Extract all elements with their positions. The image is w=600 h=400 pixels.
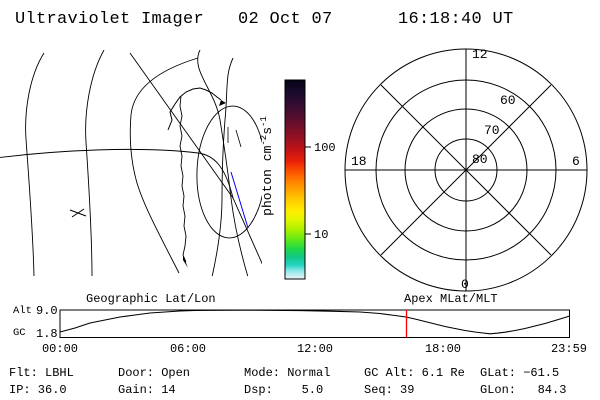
svg-text:0: 0 [461, 277, 469, 292]
svg-text:Ultraviolet Imager: Ultraviolet Imager [15, 10, 204, 29]
svg-text:Apex MLat/MLT: Apex MLat/MLT [404, 292, 498, 306]
svg-text:100: 100 [314, 141, 336, 155]
svg-text:10: 10 [314, 228, 328, 242]
svg-text:GLat: −61.5: GLat: −61.5 [480, 366, 559, 380]
svg-text:12: 12 [472, 47, 488, 62]
svg-text:9.0: 9.0 [36, 304, 58, 318]
svg-text:Flt: LBHL: Flt: LBHL [9, 366, 74, 380]
svg-text:Gain: 14: Gain: 14 [118, 383, 176, 397]
svg-text:6: 6 [572, 154, 580, 169]
svg-text:60: 60 [500, 93, 516, 108]
svg-text:GC: GC [13, 327, 26, 339]
svg-text:Dsp: 5.0: Dsp: 5.0 [244, 383, 323, 397]
svg-text:Door: Open: Door: Open [118, 366, 190, 380]
svg-text:18:00: 18:00 [425, 342, 461, 356]
svg-text:IP: 36.0: IP: 36.0 [9, 383, 67, 397]
svg-text:02 Oct 07: 02 Oct 07 [238, 10, 333, 29]
svg-text:00:00: 00:00 [42, 342, 78, 356]
svg-text:Seq: 39: Seq: 39 [364, 383, 414, 397]
svg-text:18: 18 [351, 154, 367, 169]
svg-text:Geographic Lat/Lon: Geographic Lat/Lon [86, 292, 216, 306]
svg-text:Mode: Normal: Mode: Normal [244, 366, 330, 380]
svg-text:GLon: 84.3: GLon: 84.3 [480, 383, 566, 397]
svg-text:70: 70 [484, 123, 500, 138]
svg-text:1.8: 1.8 [36, 327, 58, 341]
svg-text:GC Alt: 6.1 Re: GC Alt: 6.1 Re [364, 366, 465, 380]
svg-text:23:59: 23:59 [551, 342, 587, 356]
svg-text:photon cm-2s-1: photon cm-2s-1 [259, 116, 275, 216]
svg-text:12:00: 12:00 [297, 342, 333, 356]
svg-text:Alt: Alt [13, 305, 32, 317]
svg-text:16:18:40 UT: 16:18:40 UT [398, 10, 514, 29]
svg-text:80: 80 [472, 152, 488, 167]
svg-text:06:00: 06:00 [170, 342, 206, 356]
